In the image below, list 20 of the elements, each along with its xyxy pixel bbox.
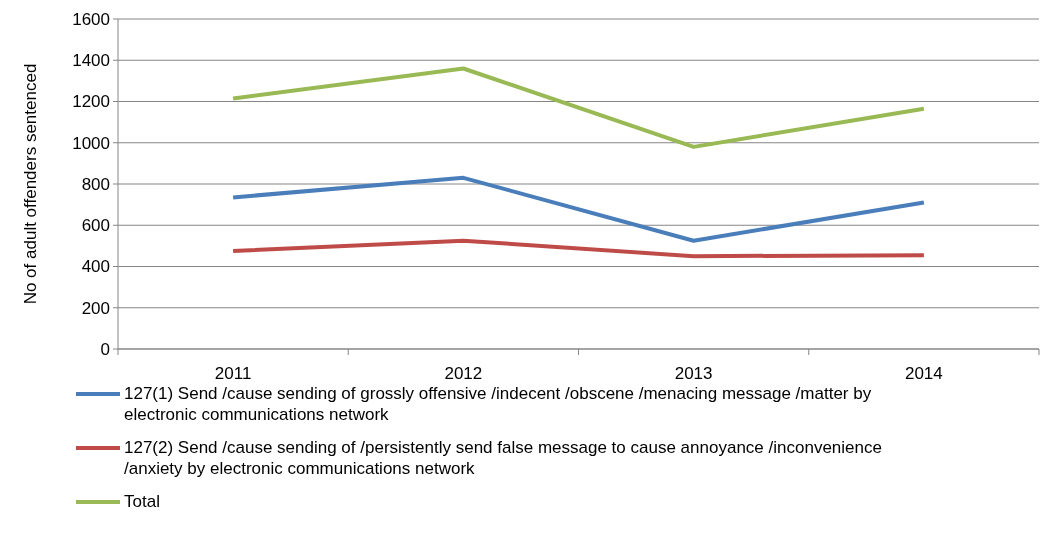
y-axis-title: No of adult offenders sentenced [21, 63, 40, 305]
x-tick-label: 2012 [444, 364, 483, 383]
y-tick-label: 600 [81, 216, 110, 236]
y-tick-label: 400 [81, 257, 110, 277]
y-tick-label: 800 [81, 174, 110, 194]
line-series [231, 238, 926, 259]
legend-label: Total [124, 492, 160, 511]
y-tick-label: 0 [100, 339, 110, 359]
y-tick-label: 1200 [72, 92, 110, 112]
line-series [231, 175, 926, 243]
line-series [231, 66, 926, 149]
y-tick-label: 200 [81, 298, 110, 318]
y-tick-label: 1000 [72, 133, 110, 153]
legend-label: 127(2) Send /cause sending of /persistently send false message to cause annoyance /inconvenience /anxiety by electronic communications network [124, 438, 882, 478]
y-tick-label: 1400 [72, 51, 110, 71]
x-tick-label: 2013 [674, 364, 713, 383]
x-tick-label: 2014 [904, 364, 943, 383]
legend-label: 127(1) Send /cause sending of grossly offensive /indecent /obscene /menacing message /matter by electronic communications network [124, 384, 872, 424]
x-tick-label: 2011 [214, 364, 252, 383]
y-tick-label: 1600 [72, 9, 110, 29]
